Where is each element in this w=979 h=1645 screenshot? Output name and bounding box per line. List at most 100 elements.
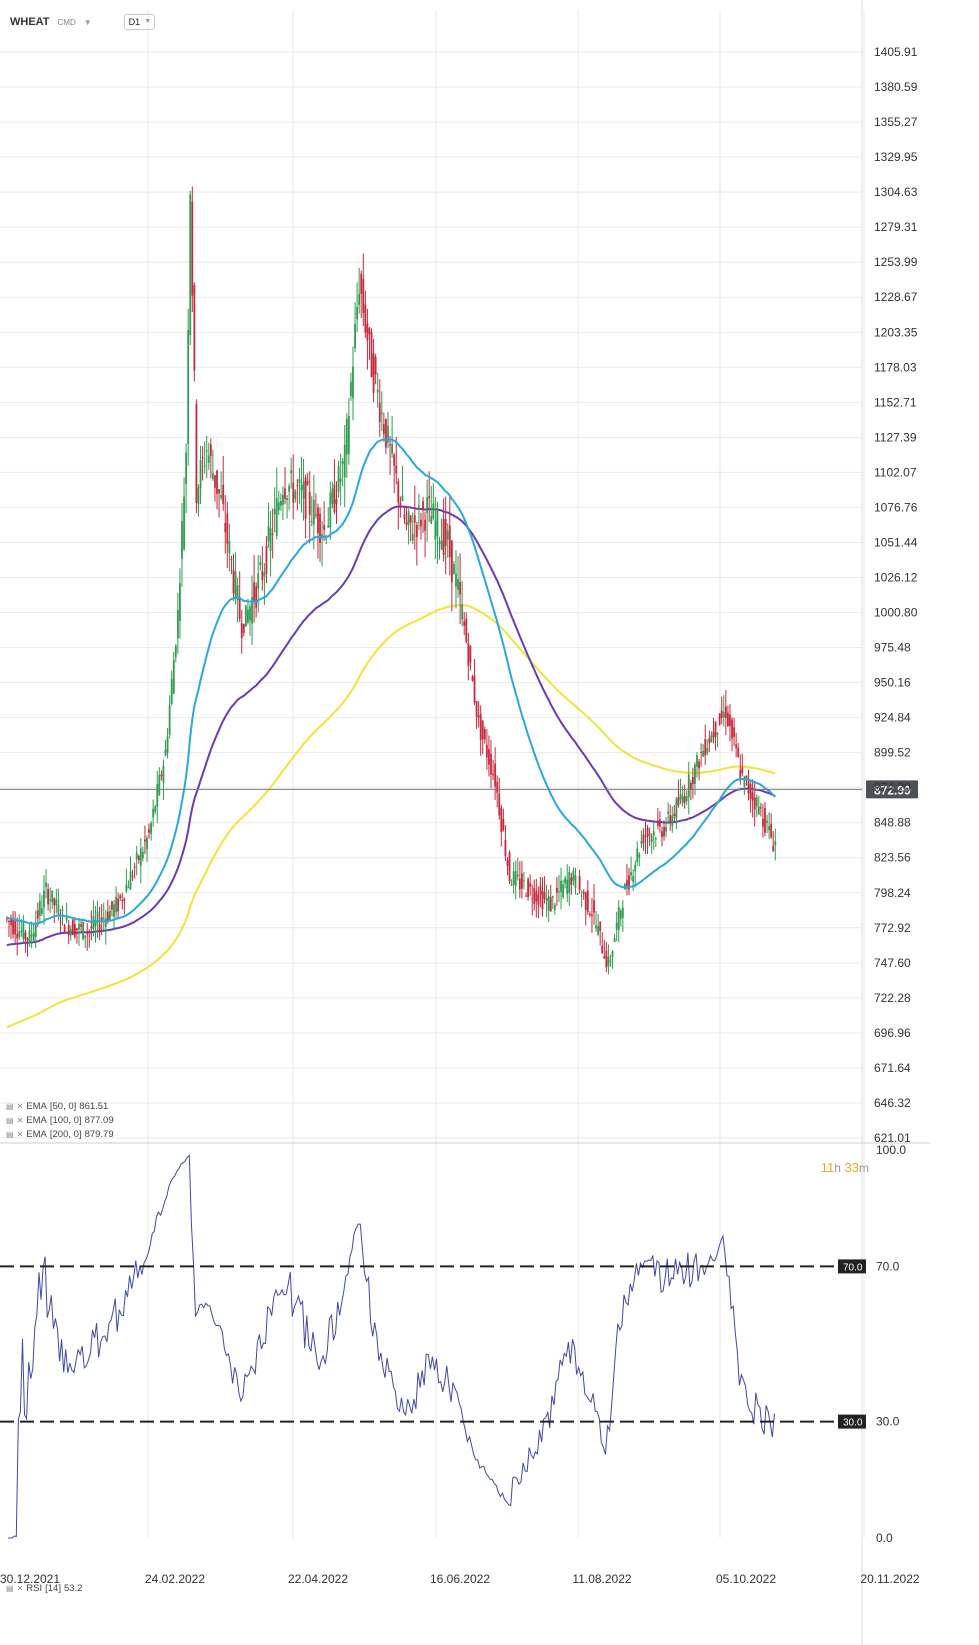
candle-down	[605, 950, 608, 968]
current-price-value: 872.99	[874, 783, 911, 797]
candle-up	[597, 925, 600, 935]
candle-down	[525, 895, 527, 897]
candle-up	[580, 895, 583, 897]
candle-up	[566, 879, 569, 895]
candle-down	[59, 921, 62, 923]
timer-hours-unit: h	[834, 1161, 841, 1175]
price-tick-label: 1253.99	[874, 255, 918, 269]
candle-down	[428, 496, 431, 499]
date-tick-label: 11.08.2022	[572, 1572, 631, 1586]
candle-up	[228, 541, 231, 554]
close-icon[interactable]: ✕	[16, 1116, 24, 1125]
candle-up	[654, 838, 657, 840]
candle-up	[104, 918, 107, 928]
candle-down	[506, 859, 509, 867]
settings-icon[interactable]: ▤	[6, 1130, 14, 1139]
candle-down	[306, 480, 309, 485]
price-axis[interactable]: 1405.91 1380.59 1355.27 1329.95 1304.63 1279.…	[874, 45, 918, 1145]
symbol-name[interactable]: WHEAT	[10, 16, 50, 28]
candle-down	[10, 919, 12, 926]
candle-up	[455, 573, 457, 587]
candle-up	[30, 934, 33, 937]
candle-down	[727, 712, 729, 726]
chevron-down-icon[interactable]: ▼	[83, 17, 92, 27]
candle-down	[673, 813, 676, 816]
candle-down	[764, 807, 766, 833]
close-icon[interactable]: ✕	[16, 1102, 24, 1111]
candle-up	[247, 609, 249, 623]
candle-down	[646, 827, 649, 837]
candle-up	[109, 910, 111, 921]
candle-up	[545, 898, 548, 902]
candle-up	[288, 485, 291, 492]
price-tick-label: 975.48	[874, 641, 911, 655]
close-icon[interactable]: ✕	[16, 1584, 24, 1593]
candle-down	[372, 353, 375, 393]
candle-down	[714, 721, 717, 738]
candle-up	[440, 540, 443, 550]
candle-down	[753, 797, 756, 810]
indicator-value: 861.51	[79, 1101, 109, 1112]
candle-up	[22, 922, 25, 940]
candle-up	[685, 796, 688, 802]
candle-down	[584, 892, 587, 910]
candle-down	[531, 898, 534, 900]
indicator-legend-ema50[interactable]: ▤ ✕ EMA [50, 0] 861.51	[6, 1101, 108, 1112]
candle-down	[729, 714, 731, 727]
candle-up	[551, 896, 554, 898]
candle-down	[222, 484, 225, 504]
candle-down	[240, 623, 243, 639]
candle-down	[296, 485, 299, 487]
settings-icon[interactable]: ▤	[6, 1116, 14, 1125]
indicator-legend-ema200[interactable]: ▤ ✕ EMA [200, 0] 879.79	[6, 1129, 114, 1140]
candle-up	[55, 899, 58, 906]
candle-up	[665, 826, 667, 832]
close-icon[interactable]: ✕	[16, 1130, 24, 1139]
candle-up	[411, 533, 414, 541]
candle-down	[26, 938, 29, 941]
candle-down	[144, 839, 146, 842]
candle-up	[453, 564, 455, 575]
indicator-params: [200, 0]	[49, 1129, 82, 1140]
price-tick-label: 1152.71	[874, 395, 917, 409]
exchange-label: CMD	[57, 17, 76, 27]
candle-up	[152, 808, 155, 818]
indicator-params: [14]	[45, 1583, 61, 1594]
current-price-badge	[866, 780, 918, 799]
candle-up	[426, 497, 429, 513]
timeframe-select[interactable]: D1 ▼	[123, 14, 156, 30]
candle-up	[446, 531, 449, 540]
indicator-legend-ema100[interactable]: ▤ ✕ EMA [100, 0] 877.09	[6, 1115, 114, 1126]
candle-up	[65, 917, 68, 921]
date-tick-label: 22.04.2022	[288, 1572, 348, 1586]
time-axis[interactable]: 30.12.2021 24.02.2022 22.04.2022 16.06.2022…	[0, 1572, 920, 1586]
candle-down	[469, 646, 472, 663]
indicator-legend-rsi[interactable]: ▤ ✕ RSI [14] 53.2	[6, 1583, 82, 1594]
price-tick-label: 798.24	[874, 886, 911, 900]
candle-down	[504, 840, 507, 856]
ema-50-path	[6, 438, 776, 925]
rsi-axis: 100.0 70.0 30.0 0.0	[876, 1143, 906, 1545]
candle-up	[434, 520, 437, 540]
candle-down	[88, 931, 91, 933]
candle-up	[716, 733, 719, 735]
candle-down	[47, 889, 49, 905]
candle-down	[201, 457, 204, 459]
candle-down	[527, 879, 529, 898]
settings-icon[interactable]: ▤	[6, 1102, 14, 1111]
candle-down	[73, 924, 76, 937]
candle-up	[273, 508, 276, 515]
settings-icon[interactable]: ▤	[6, 1584, 14, 1593]
candle-up	[391, 444, 394, 454]
rsi-panel: 70.0 30.0	[0, 1154, 866, 1539]
candle-up	[325, 538, 328, 540]
price-tick-label: 1203.35	[874, 325, 918, 339]
candle-down	[238, 597, 241, 620]
candle-down	[663, 827, 665, 837]
candle-up	[141, 852, 144, 859]
candle-down	[644, 836, 647, 838]
candle-up	[632, 875, 635, 882]
candle-up	[350, 381, 352, 396]
candle-down	[603, 956, 606, 959]
